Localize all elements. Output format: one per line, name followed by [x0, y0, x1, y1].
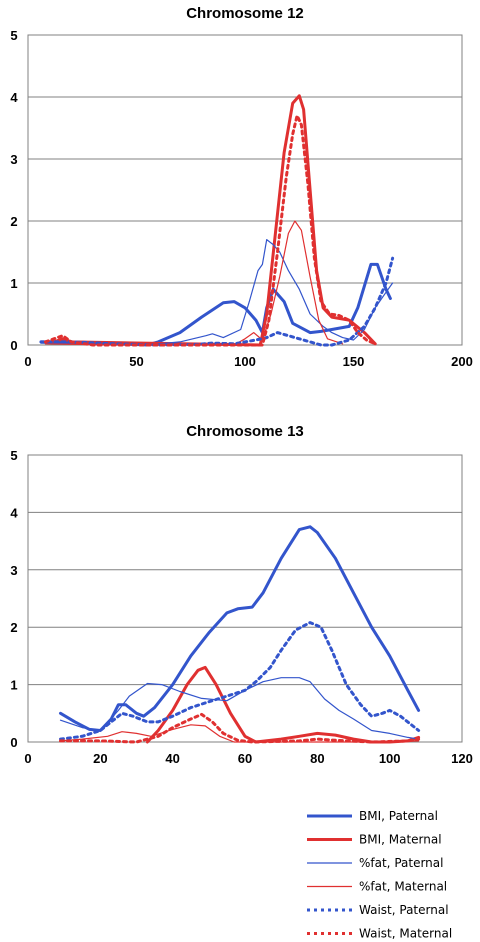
legend-label: BMI, Paternal — [359, 809, 438, 823]
gridlines — [28, 96, 462, 284]
legend-entry: %fat, Paternal — [307, 856, 443, 870]
series-line-waist-maternal — [59, 712, 421, 744]
x-tick-label: 200 — [451, 354, 473, 369]
legend-label: Waist, Paternal — [359, 903, 449, 917]
y-tick-label: 4 — [10, 90, 18, 105]
y-tick-label: 2 — [10, 214, 17, 229]
series-line--fat-maternal — [59, 724, 420, 743]
chart-chromosome-13: Chromosome 13 0 1 2 3 4 5 0 20 40 60 80 100 120 — [10, 423, 472, 766]
y-tick-label: 1 — [10, 678, 17, 693]
y-tick-label: 3 — [10, 152, 17, 167]
x-axis-ticks: 0 20 40 60 80 100 120 — [24, 751, 472, 766]
x-tick-label: 40 — [165, 751, 179, 766]
legend-label: %fat, Maternal — [359, 880, 447, 894]
series-line-bmi-paternal — [39, 262, 392, 347]
y-tick-label: 2 — [10, 620, 17, 635]
x-tick-label: 0 — [24, 354, 31, 369]
legend-entry: Waist, Paternal — [307, 903, 449, 917]
x-tick-label: 60 — [238, 751, 252, 766]
x-tick-label: 0 — [24, 751, 31, 766]
legend-entry: BMI, Paternal — [307, 809, 438, 823]
series-line--fat-paternal — [40, 239, 394, 346]
legend: BMI, Paternal BMI, Maternal %fat, Paternal… — [307, 809, 452, 941]
series-line-waist-paternal — [39, 256, 395, 347]
series-lines — [39, 94, 395, 347]
x-tick-label: 100 — [234, 354, 256, 369]
chart-title: Chromosome 13 — [186, 423, 304, 440]
plot-area — [27, 34, 463, 346]
x-axis-ticks: 0 50 100 150 200 — [24, 354, 472, 369]
gridlines — [28, 511, 462, 686]
chart-title: Chromosome 12 — [186, 5, 304, 22]
series-line-waist-paternal — [59, 621, 421, 741]
series-line-bmi-maternal — [145, 665, 421, 744]
series-line-waist-maternal — [43, 114, 377, 347]
series-lines — [59, 525, 421, 744]
legend-entry: Waist, Maternal — [307, 927, 452, 941]
legend-entry: BMI, Maternal — [307, 833, 442, 847]
x-tick-label: 20 — [93, 751, 107, 766]
x-tick-label: 150 — [343, 354, 365, 369]
plot-area — [27, 454, 463, 743]
y-axis-ticks: 0 1 2 3 4 5 — [10, 448, 18, 750]
y-tick-label: 0 — [10, 338, 17, 353]
x-tick-label: 50 — [129, 354, 143, 369]
y-tick-label: 3 — [10, 563, 17, 578]
y-axis-ticks: 0 1 2 3 4 5 — [10, 28, 18, 353]
y-tick-label: 5 — [10, 28, 17, 43]
legend-label: BMI, Maternal — [359, 833, 442, 847]
y-tick-label: 0 — [10, 735, 17, 750]
series-line-bmi-paternal — [59, 525, 421, 732]
y-tick-label: 5 — [10, 448, 17, 463]
x-tick-label: 100 — [379, 751, 401, 766]
x-tick-label: 120 — [451, 751, 473, 766]
legend-label: %fat, Paternal — [359, 856, 443, 870]
y-tick-label: 1 — [10, 276, 17, 291]
y-tick-label: 4 — [10, 505, 18, 520]
series-line--fat-paternal — [59, 677, 420, 740]
chart-chromosome-12: Chromosome 12 0 1 2 3 4 5 0 50 100 150 200 — [10, 5, 472, 369]
legend-label: Waist, Maternal — [359, 927, 452, 941]
x-tick-label: 80 — [310, 751, 324, 766]
legend-entry: %fat, Maternal — [307, 880, 447, 894]
